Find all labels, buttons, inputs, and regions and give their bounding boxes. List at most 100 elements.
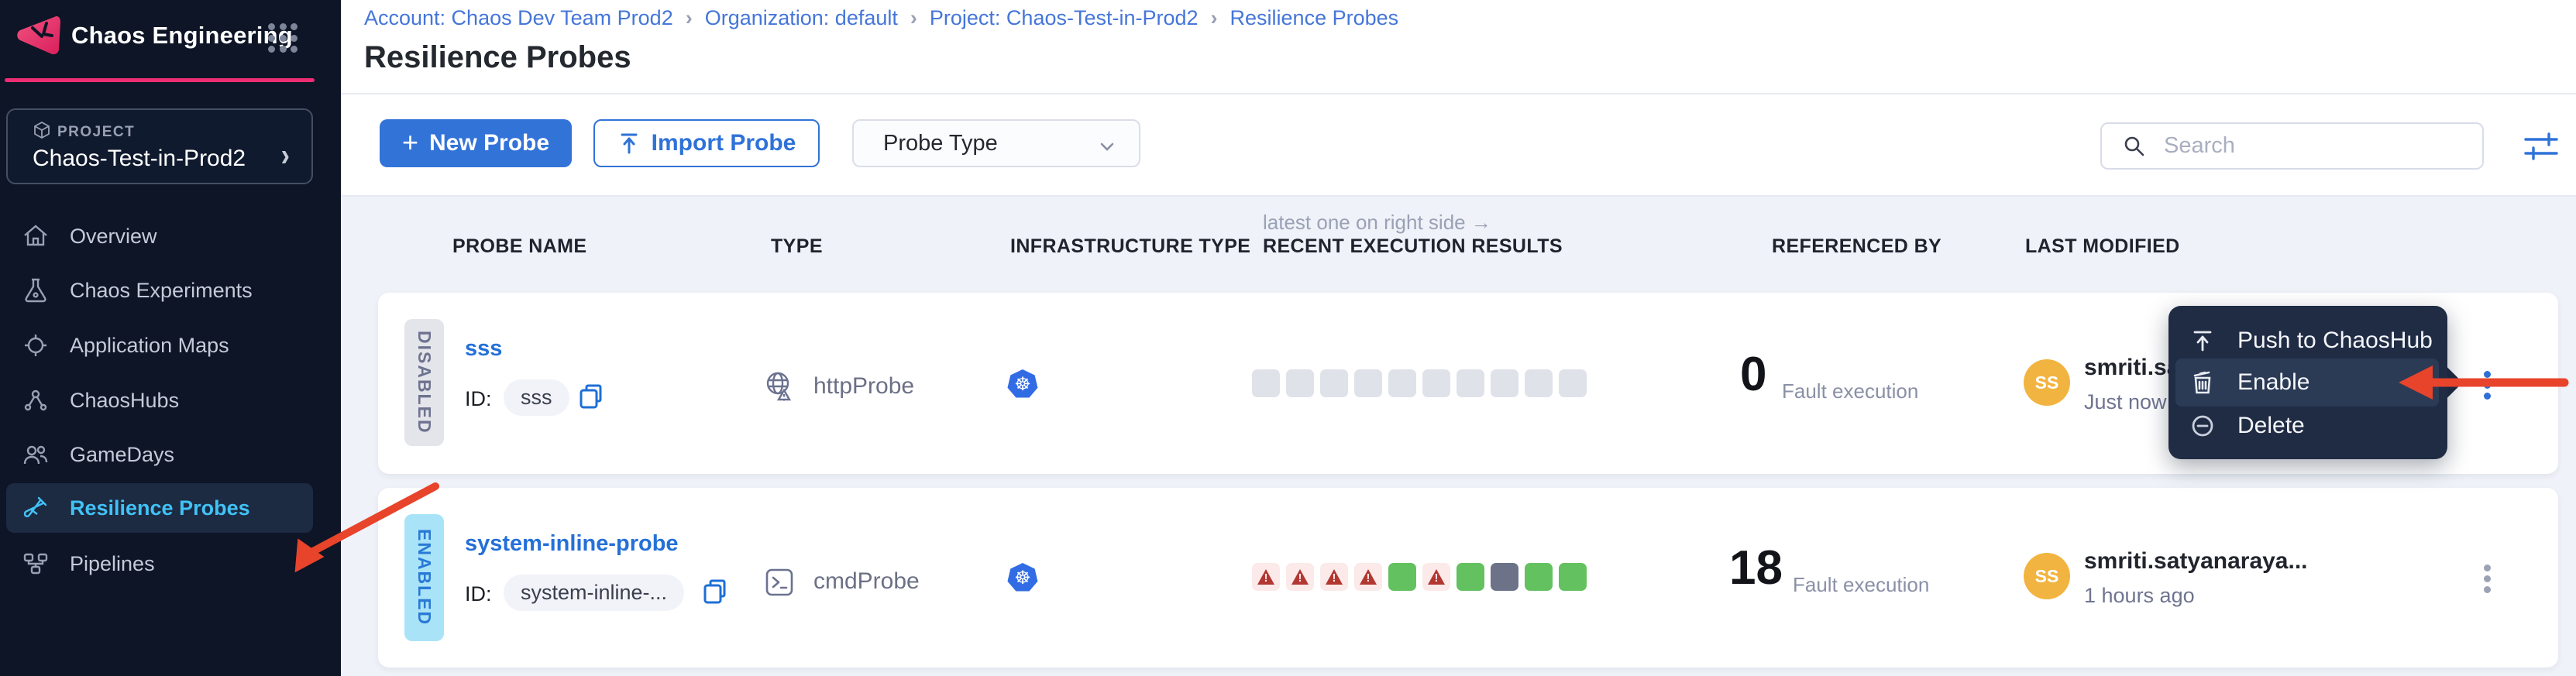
- row-menu-button[interactable]: [2484, 367, 2493, 403]
- project-selector[interactable]: PROJECT Chaos-Test-in-Prod2 ›: [6, 108, 313, 184]
- execution-result-none: [1559, 369, 1587, 397]
- menu-item-delete[interactable]: Delete: [2175, 402, 2439, 450]
- menu-item-enable[interactable]: Enable: [2175, 359, 2439, 407]
- menu-item-label: Enable: [2237, 369, 2310, 395]
- project-label: PROJECT: [57, 124, 136, 140]
- sidebar-item-application-maps[interactable]: Application Maps: [6, 321, 313, 370]
- breadcrumb-project[interactable]: Project: Chaos-Test-in-Prod2: [929, 6, 1199, 29]
- trash-icon: [2189, 369, 2216, 396]
- sidebar: Chaos Engineering PROJECT Chaos-Test-in-…: [0, 0, 341, 676]
- probe-type-value: cmdProbe: [813, 568, 920, 594]
- menu-item-push-to-chaoshub[interactable]: Push to ChaosHub: [2175, 317, 2439, 365]
- referenced-label: Fault execution: [1782, 379, 1919, 403]
- search-box[interactable]: [2100, 122, 2484, 170]
- sidebar-item-label: Pipelines: [70, 551, 155, 575]
- execution-results: [1252, 563, 1587, 591]
- target-icon: [20, 330, 51, 361]
- copy-icon[interactable]: [578, 383, 604, 412]
- column-header-last-modified: LAST MODIFIED: [2025, 235, 2180, 257]
- probe-id-value: sss: [504, 379, 569, 416]
- upload-icon: [621, 133, 638, 154]
- context-menu: Push to ChaosHub Enable Delete: [2168, 306, 2447, 459]
- execution-result-failed: [1422, 563, 1450, 591]
- probe-id-label: ID:: [465, 387, 492, 410]
- table-row[interactable]: ENABLED system-inline-probe ID: system-i…: [378, 488, 2558, 667]
- sidebar-item-chaos-experiments[interactable]: Chaos Experiments: [6, 266, 313, 315]
- module-grid-icon[interactable]: [268, 23, 299, 54]
- new-probe-label: New Probe: [428, 130, 550, 156]
- modified-time: Just now: [2084, 390, 2167, 413]
- latest-note: latest one on right side →: [1263, 211, 1491, 234]
- execution-result-none: [1422, 369, 1450, 397]
- flask-icon: [20, 275, 51, 306]
- sidebar-item-gamedays[interactable]: GameDays: [6, 430, 313, 479]
- execution-result-failed: [1320, 563, 1348, 591]
- menu-item-label: Delete: [2237, 413, 2305, 438]
- cube-icon: [34, 121, 50, 139]
- probe-id-value: system-inline-...: [504, 575, 685, 611]
- column-header-type: TYPE: [771, 235, 823, 257]
- sidebar-item-label: Chaos Experiments: [70, 278, 253, 302]
- row-menu-button[interactable]: [2484, 561, 2493, 597]
- breadcrumb-organization[interactable]: Organization: default: [704, 6, 898, 29]
- sidebar-item-pipelines[interactable]: Pipelines: [6, 539, 313, 588]
- execution-result-passed: [1559, 563, 1587, 591]
- avatar: SS: [2024, 359, 2070, 406]
- people-icon: [20, 439, 51, 470]
- referenced-count: 0: [1740, 348, 1767, 401]
- import-probe-button[interactable]: Import Probe: [593, 119, 820, 167]
- sidebar-item-label: Application Maps: [70, 333, 229, 357]
- chevron-down-icon: [1097, 136, 1117, 163]
- execution-result-none: [1491, 369, 1518, 397]
- chevron-right-icon: ›: [280, 138, 290, 173]
- probe-name-link[interactable]: sss: [465, 336, 503, 361]
- brand-divider: [5, 78, 315, 82]
- execution-result-none: [1457, 369, 1484, 397]
- hub-network-icon: [20, 385, 51, 416]
- breadcrumb-current[interactable]: Resilience Probes: [1230, 6, 1399, 29]
- probe-type-label: Probe Type: [883, 130, 998, 156]
- execution-result-none: [1525, 369, 1553, 397]
- breadcrumb-account[interactable]: Account: Chaos Dev Team Prod2: [364, 6, 673, 29]
- breadcrumb: Account: Chaos Dev Team Prod2 › Organizati…: [364, 6, 1398, 30]
- menu-item-label: Push to ChaosHub: [2237, 328, 2433, 353]
- execution-result-none: [1320, 369, 1348, 397]
- page-title: Resilience Probes: [364, 40, 631, 74]
- terminal-cmd-probe-icon: [765, 568, 793, 596]
- modified-by: smriti.satyanaraya...: [2084, 548, 2308, 574]
- execution-result-failed: [1286, 563, 1314, 591]
- sidebar-item-overview[interactable]: Overview: [6, 211, 313, 261]
- execution-result-none: [1286, 369, 1314, 397]
- kubernetes-icon: ☸: [1007, 369, 1038, 398]
- execution-result-none: [1354, 369, 1382, 397]
- execution-result-failed: [1252, 563, 1280, 591]
- probe-type-dropdown[interactable]: Probe Type: [852, 119, 1140, 167]
- search-input[interactable]: [2162, 132, 2460, 160]
- column-header-referenced-by: REFERENCED BY: [1772, 235, 1942, 257]
- test-tube-icon: [20, 492, 51, 523]
- new-probe-button[interactable]: + New Probe: [380, 119, 572, 167]
- avatar: SS: [2024, 553, 2070, 599]
- probe-id-label: ID:: [465, 582, 492, 606]
- globe-http-probe-icon: [766, 372, 792, 401]
- minus-circle-icon: [2189, 413, 2216, 438]
- copy-icon[interactable]: [702, 578, 728, 607]
- modified-time: 1 hours ago: [2084, 584, 2195, 607]
- filter-settings-icon[interactable]: [2523, 130, 2560, 163]
- column-header-infrastructure-type: INFRASTRUCTURE TYPE: [1010, 235, 1251, 257]
- referenced-label: Fault execution: [1793, 573, 1930, 596]
- breadcrumb-separator: ›: [1210, 6, 1218, 29]
- probe-name-link[interactable]: system-inline-probe: [465, 531, 679, 556]
- column-header-probe-name: PROBE NAME: [452, 235, 587, 257]
- sidebar-item-chaoshubs[interactable]: ChaosHubs: [6, 376, 313, 425]
- sidebar-item-resilience-probes[interactable]: Resilience Probes: [6, 483, 313, 533]
- breadcrumb-separator: ›: [685, 6, 693, 29]
- sidebar-item-label: Overview: [70, 224, 157, 248]
- referenced-count: 18: [1729, 541, 1783, 595]
- execution-result-none: [1252, 369, 1280, 397]
- execution-result-passed: [1457, 563, 1484, 591]
- toolbar: + New Probe Import Probe Probe Type: [341, 94, 2576, 197]
- harness-chaos-logo-icon: [17, 15, 60, 55]
- pipeline-icon: [20, 548, 51, 579]
